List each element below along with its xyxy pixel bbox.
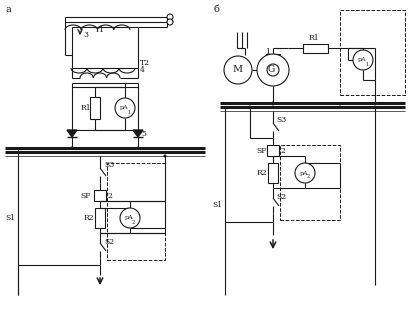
Circle shape	[136, 146, 139, 150]
Circle shape	[167, 19, 173, 25]
Text: pA: pA	[357, 57, 366, 62]
Bar	[340, 10, 405, 95]
Text: а: а	[5, 6, 11, 15]
Text: R2: R2	[84, 214, 94, 222]
Bar	[266, 54, 280, 62]
Circle shape	[248, 105, 252, 108]
Text: SF: SF	[80, 192, 91, 200]
Text: pA: pA	[300, 171, 308, 176]
Circle shape	[374, 105, 376, 108]
Circle shape	[70, 146, 74, 150]
Text: S3: S3	[104, 161, 114, 169]
Text: 1: 1	[127, 109, 130, 115]
Text: S3: S3	[276, 116, 286, 124]
Bar	[95, 208, 105, 228]
Circle shape	[163, 154, 166, 158]
Text: S1: S1	[5, 214, 15, 222]
Polygon shape	[133, 130, 143, 137]
Circle shape	[267, 64, 279, 76]
Bar	[94, 190, 106, 201]
Circle shape	[224, 56, 252, 84]
Text: G: G	[268, 66, 275, 74]
Text: 1: 1	[265, 48, 270, 56]
Text: pA: pA	[124, 215, 133, 221]
Text: T1: T1	[95, 26, 105, 34]
Circle shape	[120, 208, 140, 228]
Bar	[90, 97, 100, 119]
Polygon shape	[67, 130, 77, 137]
Text: 4: 4	[140, 66, 145, 74]
Bar	[303, 44, 328, 53]
Text: SF: SF	[256, 147, 267, 155]
Text: M: M	[232, 66, 242, 74]
Circle shape	[115, 98, 135, 118]
Circle shape	[353, 50, 373, 70]
Text: 1: 1	[365, 61, 368, 66]
Text: S1: S1	[212, 201, 222, 209]
Text: 2: 2	[280, 147, 285, 155]
Circle shape	[257, 54, 289, 86]
Text: 2: 2	[132, 219, 135, 225]
Text: T2: T2	[140, 59, 150, 67]
Text: б: б	[213, 6, 219, 15]
Circle shape	[167, 14, 173, 20]
Text: 2: 2	[307, 175, 310, 180]
Text: R1: R1	[309, 34, 319, 42]
Bar	[267, 145, 279, 156]
Text: R2: R2	[257, 169, 267, 177]
Circle shape	[339, 105, 342, 108]
Text: S2: S2	[104, 238, 114, 246]
Circle shape	[272, 101, 275, 104]
Text: 3: 3	[83, 31, 88, 39]
Circle shape	[295, 163, 315, 183]
Circle shape	[272, 105, 275, 108]
Text: R1: R1	[81, 104, 92, 112]
Text: 2: 2	[107, 192, 112, 200]
Bar	[107, 163, 165, 260]
Bar	[280, 145, 340, 220]
Text: 5: 5	[141, 130, 146, 138]
Text: S2: S2	[276, 193, 286, 201]
Bar	[268, 163, 278, 183]
Text: pA: pA	[119, 105, 128, 111]
